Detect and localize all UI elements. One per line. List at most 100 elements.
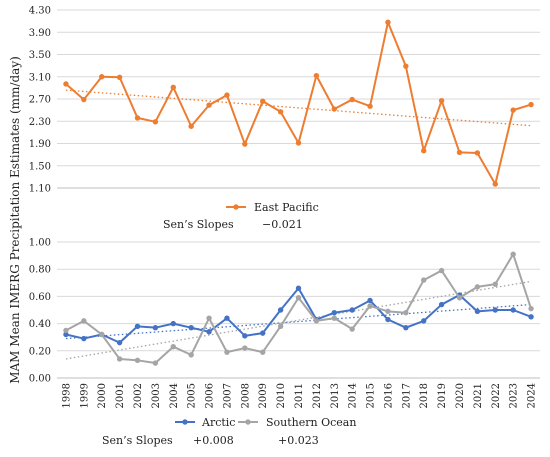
x-tick-label: 2009 — [258, 383, 269, 408]
data-point — [188, 123, 194, 129]
data-point — [188, 352, 194, 358]
sens-slope-value: +0.008 — [193, 434, 234, 447]
y-tick-label: 0.00 — [29, 374, 51, 385]
data-point — [385, 316, 391, 323]
data-point — [206, 315, 212, 321]
x-tick-label: 2002 — [133, 383, 144, 408]
data-point — [421, 277, 427, 283]
x-tick-label: 2022 — [491, 383, 502, 408]
data-point — [403, 310, 409, 316]
data-point — [63, 81, 69, 87]
y-tick-label: 0.20 — [29, 346, 51, 357]
data-point — [81, 335, 87, 342]
data-point — [260, 330, 266, 336]
x-tick-label: 2001 — [115, 383, 126, 408]
y-tick-label: 3.90 — [29, 28, 51, 39]
x-tick-label: 2024 — [527, 383, 538, 408]
x-tick-label: 2023 — [509, 383, 520, 408]
sens-slope-value: −0.021 — [262, 218, 303, 231]
data-point — [492, 281, 498, 287]
x-tick-label: 2005 — [187, 383, 198, 408]
legend-label: Arctic — [201, 416, 235, 429]
series-line-0 — [65, 21, 532, 186]
data-point — [331, 310, 337, 316]
data-point — [510, 251, 516, 257]
x-tick-label: 2020 — [455, 383, 466, 408]
x-tick-label: 2006 — [205, 383, 216, 408]
data-point — [99, 331, 105, 338]
data-point — [313, 72, 320, 79]
y-tick-label: 0.80 — [29, 265, 51, 276]
data-point — [152, 360, 159, 366]
data-point — [116, 339, 123, 346]
x-tick-label: 2017 — [401, 383, 412, 408]
x-tick-label: 2018 — [419, 383, 430, 408]
data-point — [277, 307, 284, 313]
data-point — [224, 349, 230, 355]
data-point — [367, 103, 373, 109]
data-point — [528, 305, 534, 312]
data-point — [116, 356, 123, 362]
top-chart: 1.10 1.50 1.90 2.30 2.70 3.10 3.50 3.90 4.30 East… — [29, 6, 540, 231]
data-point — [170, 344, 176, 350]
x-tick-label: 2003 — [151, 383, 162, 408]
x-tick-label: 2015 — [366, 383, 377, 408]
sens-slope-value: +0.023 — [278, 434, 319, 447]
data-point — [403, 324, 409, 331]
sens-slopes-label: Sen’s Slopes — [163, 218, 234, 231]
data-point — [242, 333, 248, 339]
data-point — [528, 314, 534, 320]
data-point — [63, 327, 69, 334]
legend-label: Southern Ocean — [266, 416, 356, 429]
y-tick-label: 4.30 — [29, 6, 51, 17]
y-tick-label: 1.50 — [29, 161, 51, 172]
data-point — [81, 96, 87, 103]
data-point — [170, 320, 176, 327]
data-point — [313, 318, 320, 324]
data-point — [134, 357, 141, 364]
data-point — [277, 323, 284, 330]
trendline-0 — [65, 303, 532, 340]
data-point — [63, 331, 69, 338]
data-point — [456, 295, 463, 301]
x-tick-label: 2013 — [330, 383, 341, 408]
y-axis-label: MAM Mean IMERG Precipitation Estimates (… — [8, 56, 22, 384]
y-tick-label: 2.30 — [29, 117, 51, 128]
data-point — [81, 318, 87, 324]
data-point — [134, 323, 141, 330]
data-point — [170, 84, 176, 91]
data-point — [492, 181, 498, 187]
x-tick-label: 2008 — [240, 383, 251, 408]
data-point — [349, 326, 355, 332]
data-point — [474, 150, 481, 156]
data-point — [367, 297, 373, 304]
data-point — [421, 318, 427, 324]
series-line-1 — [65, 253, 533, 365]
x-tick-label: 2016 — [383, 383, 394, 408]
data-point — [295, 285, 302, 291]
data-point — [492, 307, 498, 313]
data-point — [260, 349, 266, 355]
x-tick-label: 2012 — [312, 383, 323, 408]
bottom-chart: 0.00 0.20 0.40 0.60 0.80 1.00 1998 1999 2000 2001… — [29, 238, 540, 447]
data-point — [474, 308, 481, 315]
data-point — [438, 267, 445, 274]
data-point — [277, 109, 284, 115]
x-tick-label: 2021 — [473, 383, 484, 408]
data-point — [134, 115, 141, 121]
data-point — [367, 303, 373, 309]
data-point — [295, 295, 302, 301]
y-tick-label: 1.10 — [29, 184, 51, 195]
data-point — [385, 308, 391, 315]
sens-slopes-label: Sen’s Slopes — [102, 434, 173, 447]
data-point — [438, 97, 445, 104]
data-point — [224, 315, 230, 321]
data-point — [242, 141, 248, 147]
data-point — [331, 315, 337, 321]
data-point — [528, 101, 534, 108]
data-point — [260, 98, 266, 104]
data-point — [510, 307, 516, 313]
x-tick-label: 2000 — [97, 383, 108, 408]
legend-marker — [233, 204, 239, 210]
